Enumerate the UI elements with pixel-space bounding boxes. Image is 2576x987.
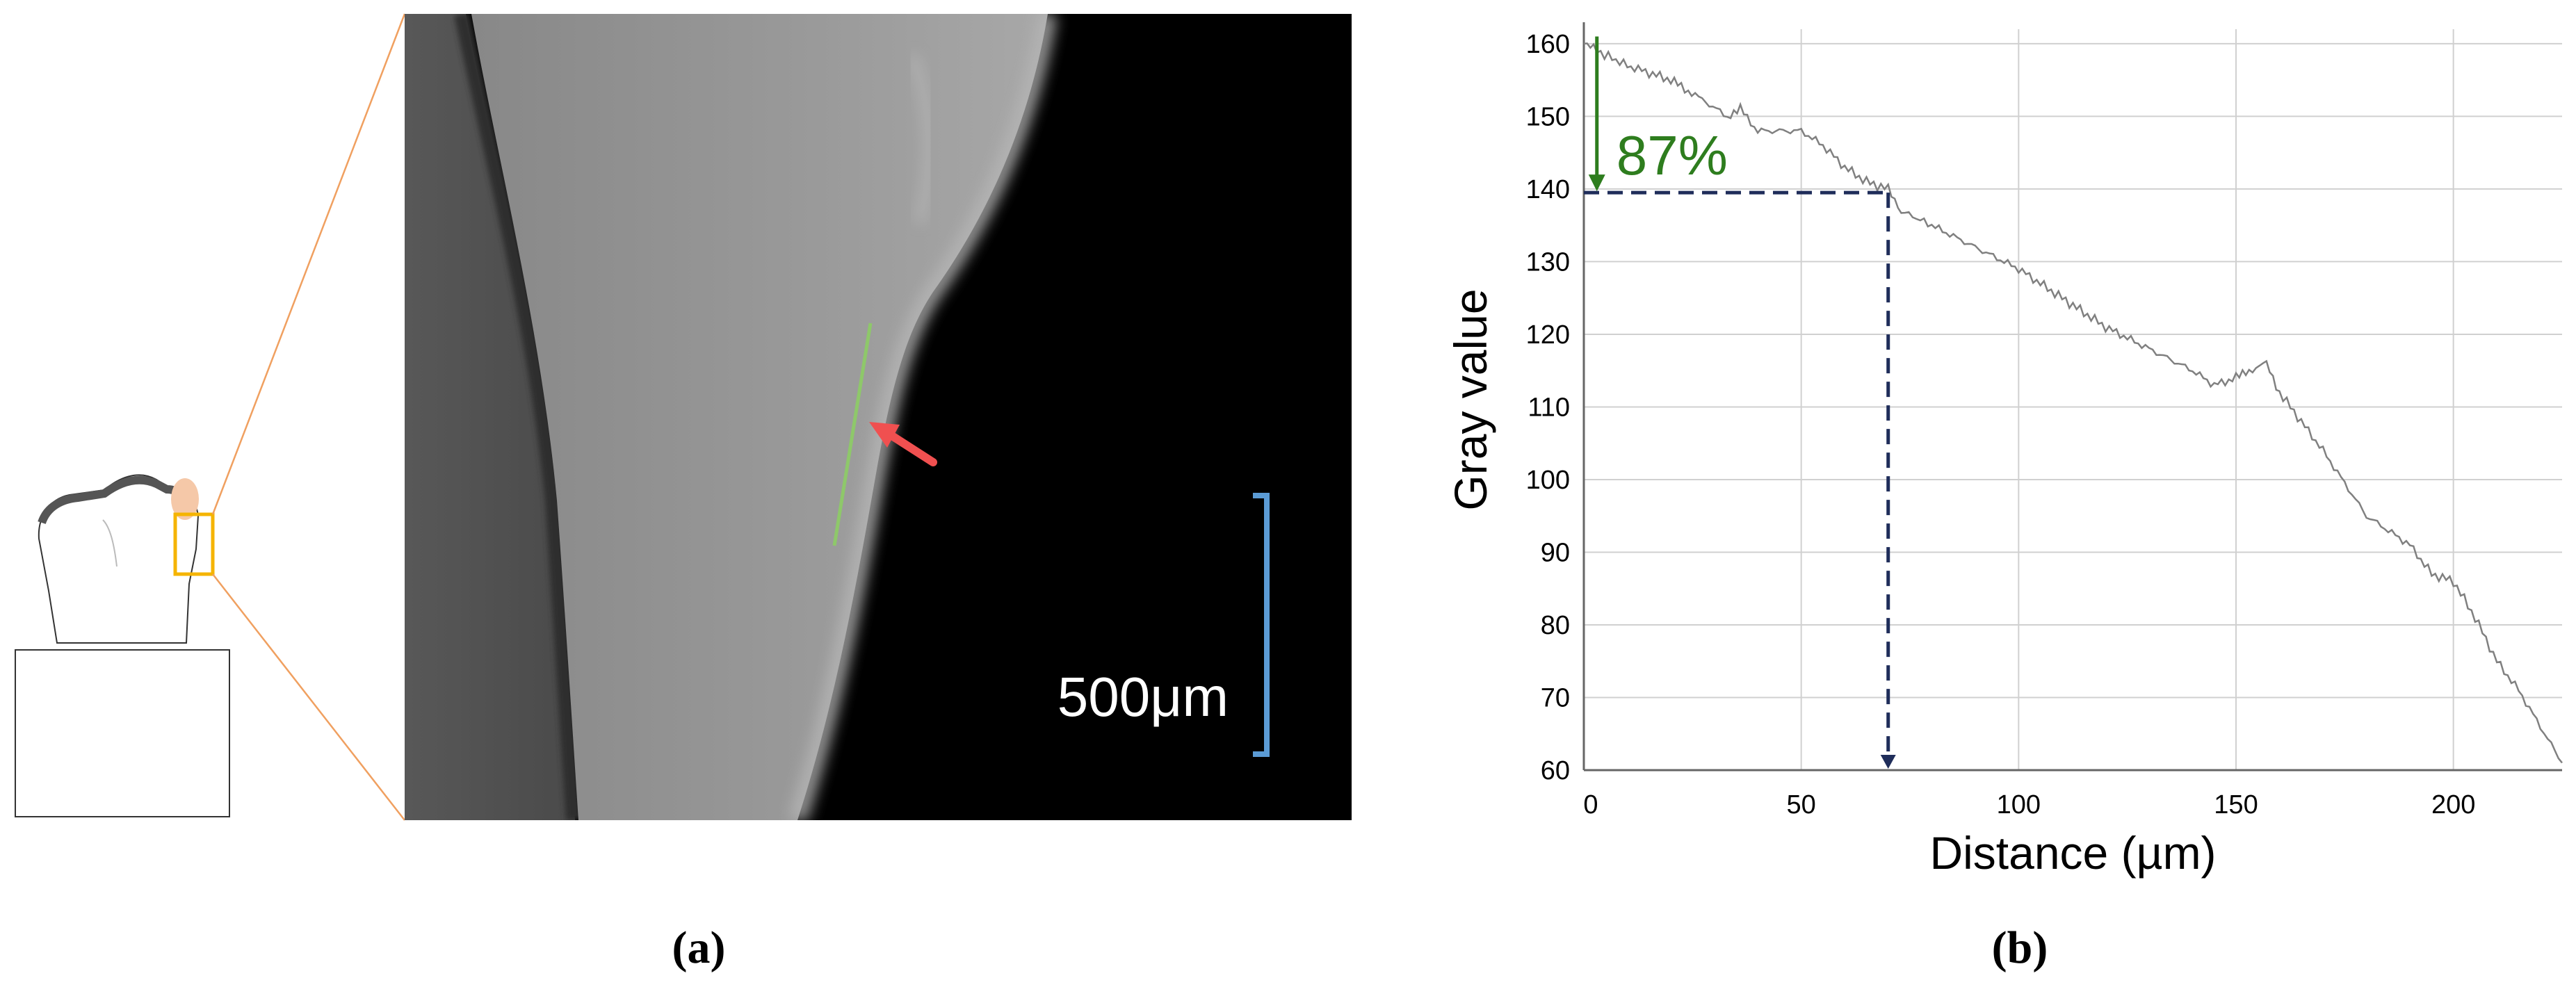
profile-line: [832, 323, 873, 546]
x-tick-label: 200: [2431, 790, 2475, 819]
y-tick-label: 130: [1526, 247, 1570, 277]
x-axis-label: Distance (µm): [1929, 827, 2216, 879]
gray-value-curve: [1583, 42, 2563, 764]
panel-a-label: (a): [672, 922, 726, 973]
highlight-region: [171, 478, 199, 520]
scale-bar: [1253, 493, 1270, 757]
y-tick-labels: 60 70 80 90 100 110 120 130 140 150 160: [1526, 30, 1570, 785]
plot-frame: [1582, 22, 2562, 772]
y-tick-label: 100: [1526, 466, 1570, 495]
zoom-line-top: [211, 13, 406, 515]
x-tick-label: 50: [1787, 790, 1816, 819]
threshold-arrow-head-icon: [1880, 755, 1896, 769]
annotation-drop-arrow: [1588, 36, 1605, 192]
x-tick-label: 150: [2214, 790, 2258, 819]
y-tick-label: 160: [1526, 30, 1570, 59]
panel-a: 500μm (a): [15, 13, 1352, 973]
microct-image: 500μm: [405, 14, 1352, 820]
y-axis-label: Gray value: [1445, 288, 1496, 510]
scale-bar-label: 500μm: [1058, 666, 1229, 728]
pointer-arrow-icon: [869, 422, 937, 466]
plot-grid: [1583, 29, 2562, 771]
x-tick-label: 100: [1997, 790, 2041, 819]
panel-b-label: (b): [1992, 922, 2048, 973]
tooth-schematic-icon: [15, 474, 230, 817]
zoom-line-bottom: [212, 573, 405, 821]
x-tick-labels: 0 50 100 150 200: [1583, 790, 2475, 819]
y-tick-label: 120: [1526, 320, 1570, 350]
y-tick-label: 80: [1541, 611, 1570, 640]
panel-b: 0 50 100 150 200 60 70 80 90 100 110 120 130 140 150 1…: [1445, 22, 2563, 973]
threshold-guide: [1584, 190, 1896, 769]
roi-box: [173, 512, 215, 576]
y-tick-label: 150: [1526, 102, 1570, 131]
y-tick-label: 140: [1526, 175, 1570, 204]
y-tick-label: 60: [1541, 756, 1570, 785]
percent-annotation: 87%: [1617, 124, 1728, 186]
x-tick-label: 0: [1583, 790, 1598, 819]
y-tick-label: 110: [1528, 393, 1570, 422]
y-tick-label: 90: [1541, 538, 1570, 567]
y-tick-label: 70: [1541, 683, 1570, 712]
